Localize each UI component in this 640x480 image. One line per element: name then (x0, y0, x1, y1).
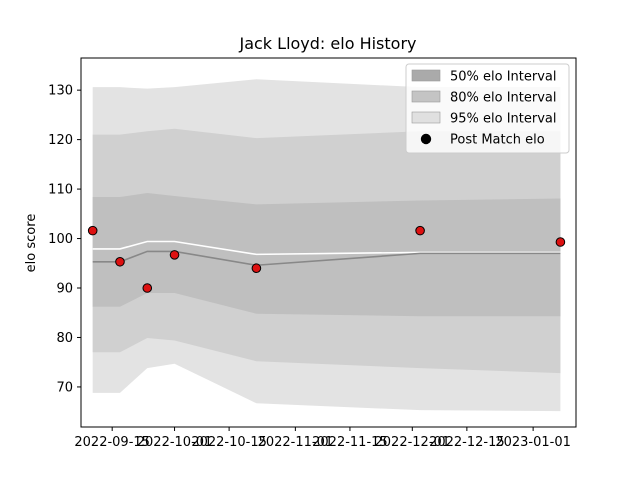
band-2 (92, 193, 561, 317)
y-tick-label: 120 (48, 133, 73, 148)
x-tick-label: 2022-09-15 (74, 435, 150, 450)
x-tick-label: 2023-01-01 (495, 435, 571, 450)
legend-box (405, 63, 570, 154)
post-match-point (115, 256, 125, 267)
legend-marker (420, 133, 432, 145)
y-tick-label: 110 (48, 183, 73, 198)
y-tick-label: 80 (56, 331, 73, 346)
legend-swatch (411, 90, 441, 103)
post-match-point (555, 237, 566, 247)
x-tick-label: 2022-11-15 (312, 435, 388, 450)
legend-label: Post Match elo (450, 133, 545, 148)
legend-label: 80% elo Interval (450, 91, 557, 106)
legend-label: 50% elo Interval (450, 70, 557, 85)
chart-title: Jack Lloyd: elo History (238, 34, 416, 53)
x-tick-label: 2022-12-01 (375, 435, 451, 450)
y-tick-label: 130 (48, 84, 73, 99)
y-axis-title: elo score (24, 214, 39, 273)
interval-bands (92, 79, 561, 412)
post-match-point (251, 263, 262, 274)
x-tick-label: 2022-12-15 (429, 435, 505, 450)
x-tick-label: 2022-10-01 (137, 435, 213, 450)
y-tick-label: 100 (48, 232, 73, 247)
mean-line (92, 240, 561, 256)
x-tick-label: 2022-10-15 (191, 435, 267, 450)
post-match-points (87, 225, 566, 293)
legend: 50% elo Interval 80% elo Interval 95% elo … (405, 63, 570, 154)
y-tick-label: 70 (56, 380, 73, 395)
legend-swatch (411, 69, 441, 82)
y-tick-label: 90 (56, 282, 73, 297)
x-axis-ticks: 2022-09-152022-10-012022-10-152022-11-01… (74, 427, 571, 450)
post-match-point (415, 225, 425, 236)
post-match-point (142, 283, 153, 293)
y-axis-ticks: 70 80 90 100 110 120 130 (48, 84, 81, 395)
x-tick-label: 2022-11-01 (258, 435, 334, 450)
plot-frame (80, 57, 577, 428)
legend-swatch (411, 111, 441, 124)
post-match-point (169, 250, 180, 260)
legend-label: 95% elo Interval (450, 112, 557, 127)
post-match-point (87, 225, 98, 236)
